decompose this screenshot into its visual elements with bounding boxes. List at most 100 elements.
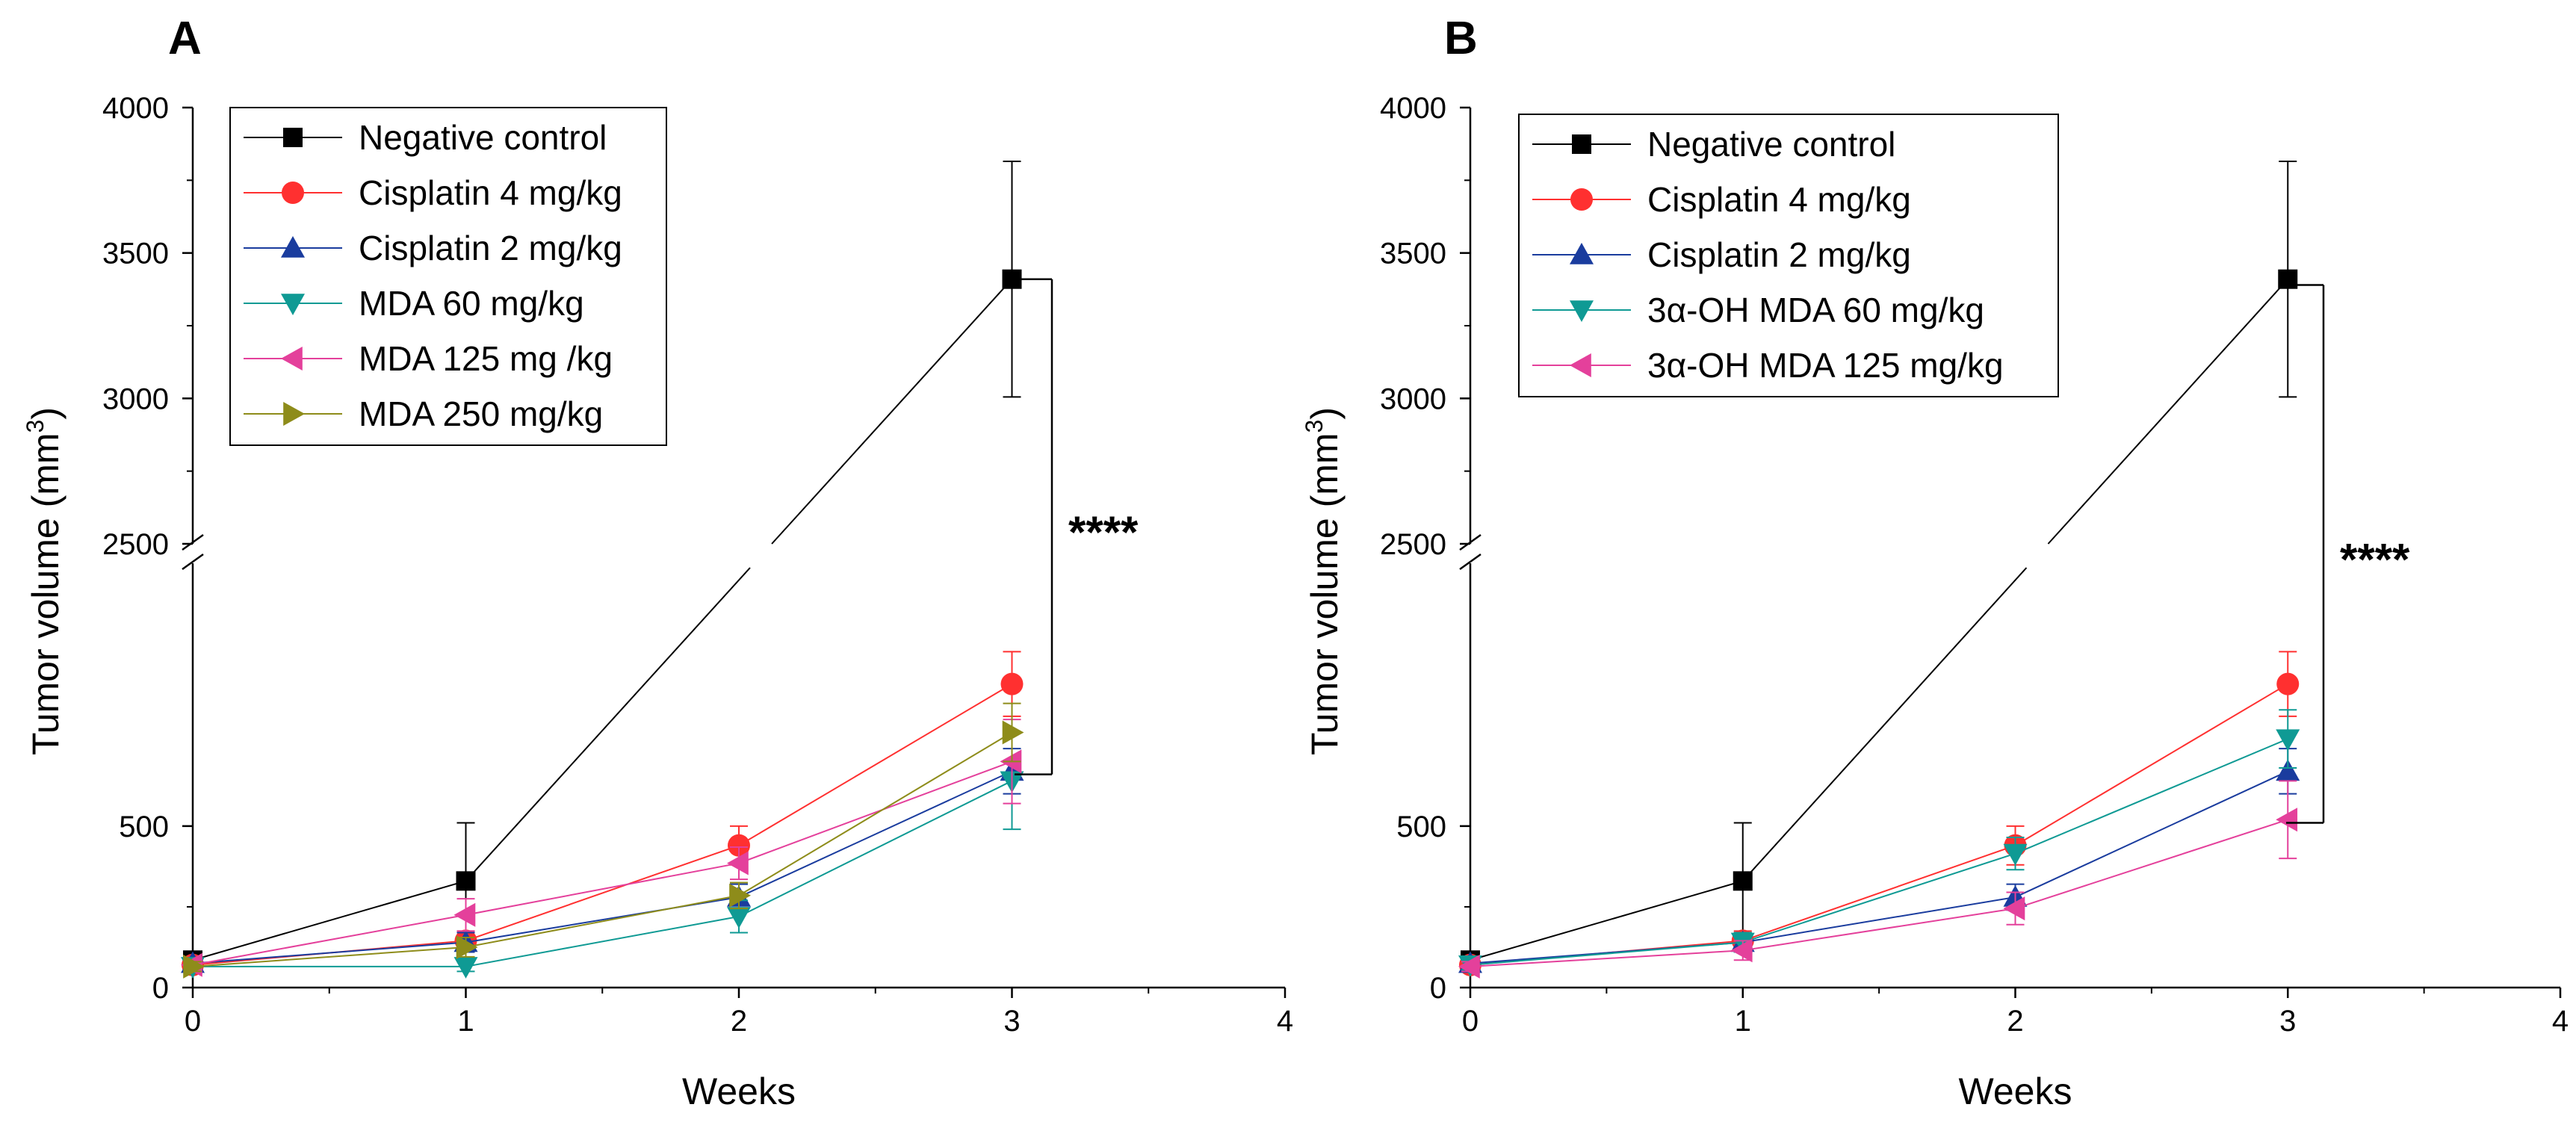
series-5 (183, 702, 1024, 979)
series-line (1742, 852, 2016, 943)
panel-b: B 0 1 2 3 4 0 500 2500 3000 3500 4000 Weeks Tumor vol… (1301, 13, 2569, 1112)
data-point-triangle-left (453, 902, 476, 927)
legend-marker-square (283, 128, 303, 147)
x-axis-title: Weeks (1959, 1070, 2072, 1112)
legend-marker-triangle-down (1570, 300, 1594, 322)
data-point-triangle-left (727, 851, 749, 876)
y-tick-label: 2500 (102, 528, 169, 561)
legend-label: 3α-OH MDA 60 mg/kg (1647, 291, 1984, 329)
y-axis-title: Tumor volume (mm3) (22, 407, 66, 755)
legend: Negative control Cisplatin 4 mg/kg Cisplat… (1518, 114, 2059, 397)
axis-break-mark (1459, 533, 1481, 551)
series-line (465, 894, 740, 948)
panel-a: A 0 1 2 3 4 0 500 2500 3000 3500 4000 Weeks Tumor vol… (22, 13, 1293, 1112)
series-4 (1458, 780, 2298, 979)
legend-box (229, 107, 667, 446)
series-3 (1458, 709, 2300, 977)
series-line (465, 862, 740, 916)
y-tick-label: 4000 (102, 92, 169, 125)
data-point-square (2278, 269, 2298, 289)
legend-label: Negative control (1647, 125, 1895, 164)
legend-label: Negative control (359, 118, 607, 157)
series-line (1742, 844, 2016, 942)
series-2 (181, 748, 1024, 973)
series-line (1742, 908, 2016, 952)
data-point-triangle-left (2003, 896, 2025, 921)
legend-label: MDA 250 mg/kg (359, 394, 603, 433)
data-point-triangle-down (727, 907, 751, 929)
series-line (738, 683, 1013, 846)
series-line (192, 946, 466, 967)
x-tick-label: 1 (457, 1005, 474, 1038)
data-point-triangle-left (2276, 808, 2298, 832)
series-line (738, 780, 1012, 917)
series-line (2047, 279, 2288, 545)
series-line (2014, 683, 2288, 846)
series-line (738, 770, 1012, 898)
legend-marker-triangle-left (281, 347, 303, 371)
y-tick-label: 3500 (1380, 238, 1446, 270)
y-tick-label: 3000 (1380, 382, 1446, 415)
legend-marker-circle (282, 182, 304, 204)
y-tick-label: 0 (1430, 972, 1446, 1005)
y-axis-title-text: Tumor volume (mm (1304, 433, 1346, 755)
data-point-circle (728, 834, 750, 857)
x-tick-label: 4 (2552, 1005, 2569, 1038)
axis-break-mark (182, 533, 204, 551)
legend-label: Cisplatin 4 mg/kg (359, 173, 622, 212)
legend-marker-triangle-up (281, 236, 305, 258)
series-line (465, 567, 751, 882)
x-tick-label: 1 (1735, 1005, 1751, 1038)
data-point-triangle-down (2003, 843, 2028, 866)
y-axis-title-close: ) (1304, 407, 1346, 420)
y-axis-title-close: ) (25, 407, 66, 420)
data-point-circle (1000, 672, 1024, 695)
y-tick-label: 500 (119, 811, 169, 843)
series-line (1742, 567, 2028, 882)
data-point-square (1733, 871, 1753, 891)
data-point-triangle-right (729, 883, 751, 908)
legend-label: MDA 60 mg/kg (359, 284, 584, 323)
data-point-triangle-down (2276, 729, 2300, 752)
series-line (465, 915, 740, 967)
x-tick-label: 2 (731, 1005, 747, 1038)
x-axis-title: Weeks (682, 1070, 796, 1112)
series-line (1470, 880, 1744, 961)
legend-marker-square (1572, 134, 1591, 154)
data-point-triangle-right (1002, 720, 1024, 745)
legend-marker-triangle-left (1570, 353, 1591, 377)
x-tick-label: 4 (1277, 1005, 1293, 1038)
panel-label: B (1444, 13, 1478, 64)
series-line (192, 914, 466, 966)
x-tick-label: 3 (2279, 1005, 2296, 1038)
axis-break-mark (182, 553, 204, 571)
significance-label: **** (2340, 535, 2410, 585)
series-3 (181, 731, 1024, 979)
series-line (738, 760, 1012, 864)
series-line (2015, 770, 2288, 898)
series-4 (181, 719, 1022, 977)
panel-label: A (168, 13, 202, 64)
data-point-triangle-right (183, 954, 205, 979)
y-tick-label: 3500 (102, 238, 169, 270)
legend-marker-circle (1570, 188, 1593, 211)
legend-label: MDA 125 mg /kg (359, 339, 613, 378)
legend-marker-triangle-up (1570, 243, 1594, 264)
axis-break-mark (1459, 553, 1481, 571)
series-line (1470, 941, 1743, 966)
y-tick-label: 3000 (102, 382, 169, 415)
significance-label: **** (1068, 507, 1139, 557)
series-line (2015, 819, 2288, 910)
legend-label: Cisplatin 4 mg/kg (1647, 180, 1911, 219)
series-line (738, 731, 1013, 896)
series-line (192, 880, 466, 961)
data-point-triangle-up (2276, 759, 2300, 781)
series-line (2015, 738, 2288, 855)
y-tick-label: 500 (1396, 811, 1446, 843)
y-tick-label: 2500 (1380, 528, 1446, 561)
legend-marker-triangle-down (281, 294, 305, 315)
series-line (465, 844, 740, 942)
y-axis-title-superscript: 3 (22, 420, 49, 433)
data-point-triangle-right (456, 935, 478, 959)
